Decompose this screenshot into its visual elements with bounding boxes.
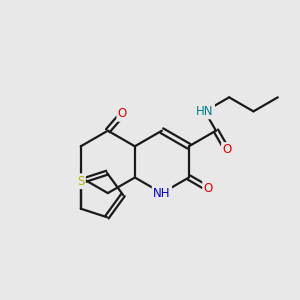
Text: O: O: [204, 182, 213, 195]
Text: O: O: [118, 107, 127, 120]
Text: S: S: [77, 175, 85, 188]
Text: NH: NH: [153, 187, 171, 200]
Text: HN: HN: [196, 105, 214, 118]
Text: O: O: [223, 143, 232, 157]
